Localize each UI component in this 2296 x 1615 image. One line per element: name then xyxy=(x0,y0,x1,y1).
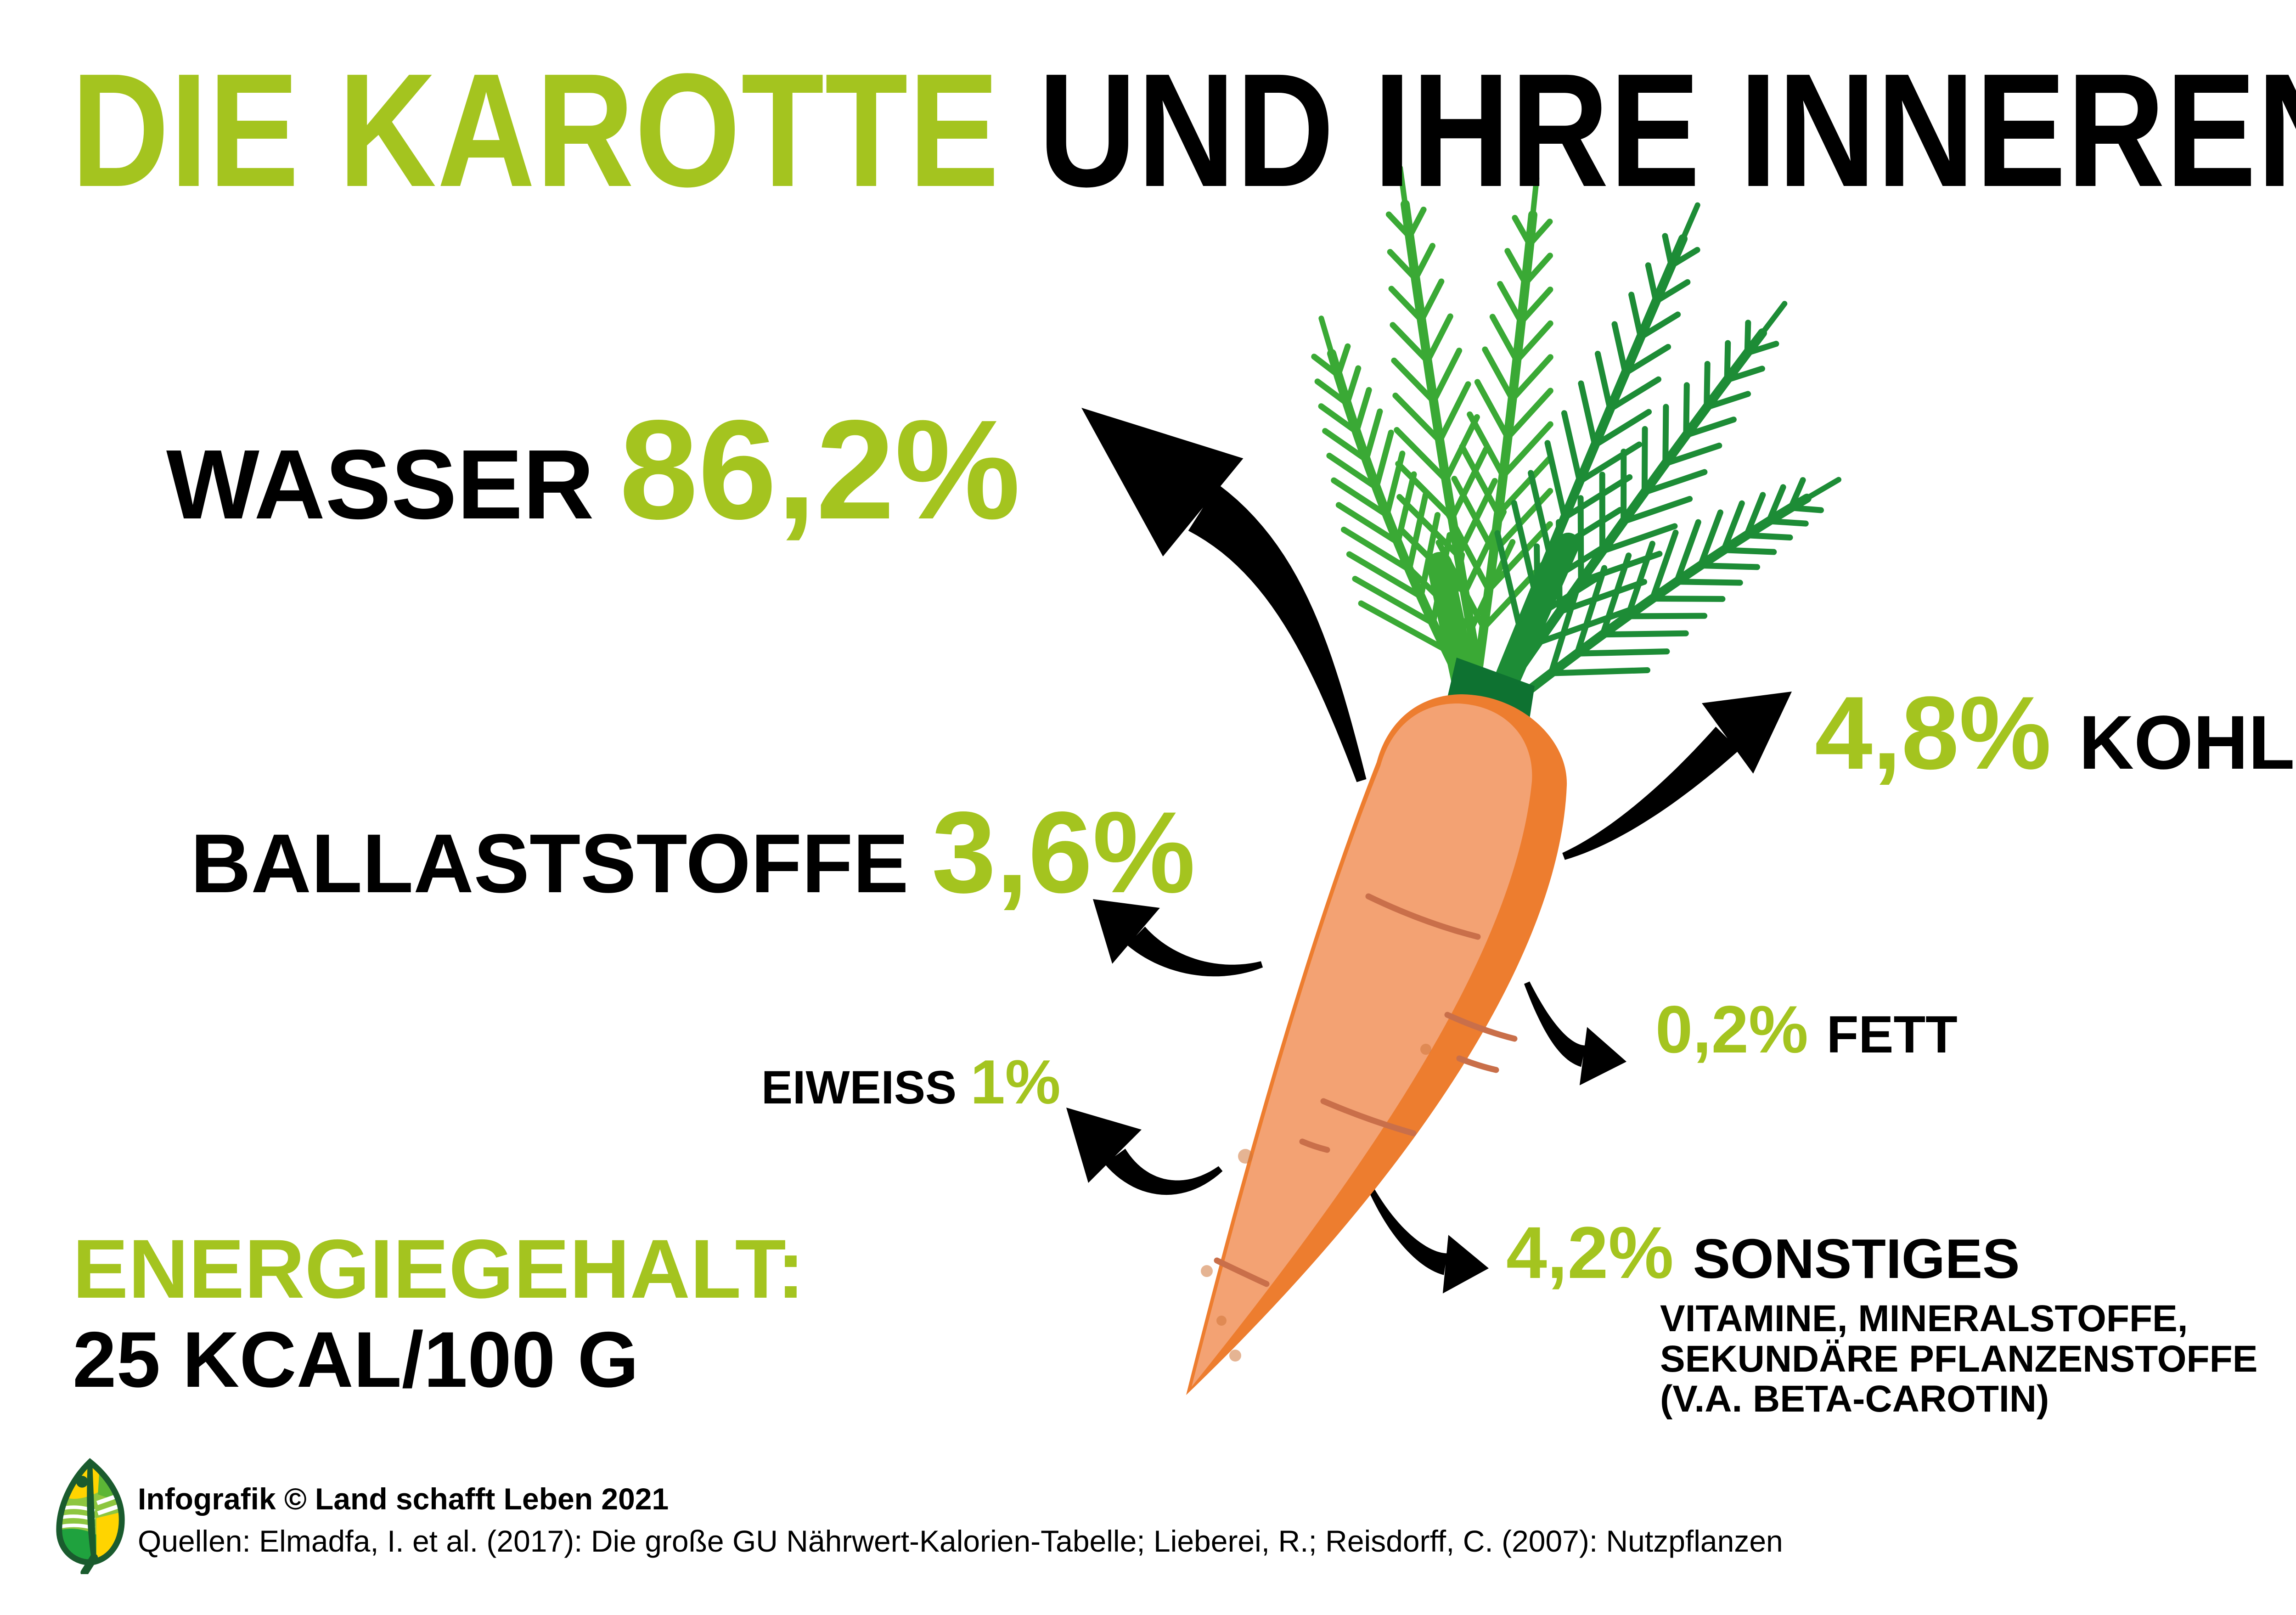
nutrient-ballaststoffe-label: BALLASTSTOFFE xyxy=(191,816,909,910)
carrot-greens xyxy=(1311,165,1842,729)
nutrient-kohlenhydrate-label: KOHLENHYDRATE xyxy=(2079,700,2296,785)
footer-sources: Quellen: Elmadfa, I. et al. (2017): Die … xyxy=(138,1524,1783,1558)
energy-label: ENERGIEGEHALT: xyxy=(73,1222,805,1316)
nutrient-fett-value: 0,2% xyxy=(1655,992,1808,1067)
ballaststoffe-arrow xyxy=(1093,899,1263,977)
nutrient-ballaststoffe-value: 3,6% xyxy=(931,788,1196,917)
title-rest: UND IHRE INNEREN WERTE xyxy=(1038,39,2296,220)
nutrient-sonstiges: 4,2% SONSTIGES xyxy=(1506,1210,2020,1295)
fett-arrow xyxy=(1524,981,1626,1086)
nutrient-fett-label: FETT xyxy=(1826,1006,1958,1064)
nutrient-wasser: WASSER 86,2% xyxy=(166,388,1020,551)
sonstiges-detail-line: (V.A. BETA-CAROTIN) xyxy=(1660,1378,2049,1420)
title-highlight: DIE KAROTTE xyxy=(71,39,1000,220)
footer-credit: Infografik © Land schafft Leben 2021 xyxy=(138,1482,669,1516)
nutrient-eiweiss-label: EIWEISS xyxy=(761,1061,957,1114)
kohlenhydrate-arrow xyxy=(1562,692,1792,860)
page-title: DIE KAROTTE UND IHRE INNEREN WERTE xyxy=(71,37,2296,223)
sonstiges-detail-line: VITAMINE, MINERALSTOFFE, xyxy=(1660,1298,2188,1339)
nutrient-sonstiges-value: 4,2% xyxy=(1506,1211,1674,1294)
leaf-logo-icon xyxy=(56,1458,125,1574)
nutrient-ballaststoffe: BALLASTSTOFFE 3,6% xyxy=(191,786,1195,919)
nutrient-kohlenhydrate-value: 4,8% xyxy=(1815,675,2052,791)
sonstiges-detail-line: SEKUNDÄRE PFLANZENSTOFFE xyxy=(1660,1338,2258,1380)
energy-value: 25 KCAL/100 G xyxy=(73,1316,639,1404)
nutrient-fett: 0,2% FETT xyxy=(1655,991,1958,1068)
nutrient-kohlenhydrate: 4,8% KOHLENHYDRATE xyxy=(1815,673,2296,793)
nutrient-wasser-value: 86,2% xyxy=(619,391,1021,549)
nutrient-eiweiss: EIWEISS 1% xyxy=(761,1046,1061,1118)
nutrient-sonstiges-label: SONSTIGES xyxy=(1693,1227,2020,1290)
nutrient-eiweiss-value: 1% xyxy=(970,1047,1061,1117)
sonstiges-arrow xyxy=(1368,1187,1489,1294)
arrows xyxy=(1066,408,1792,1294)
wasser-arrow xyxy=(1081,408,1367,782)
carrot-body xyxy=(1186,694,1567,1395)
eiweiss-arrow xyxy=(1066,1108,1223,1195)
nutrient-sonstiges-details: VITAMINE, MINERALSTOFFE, SEKUNDÄRE PFLAN… xyxy=(1660,1299,2257,1419)
nutrient-wasser-label: WASSER xyxy=(166,429,594,540)
